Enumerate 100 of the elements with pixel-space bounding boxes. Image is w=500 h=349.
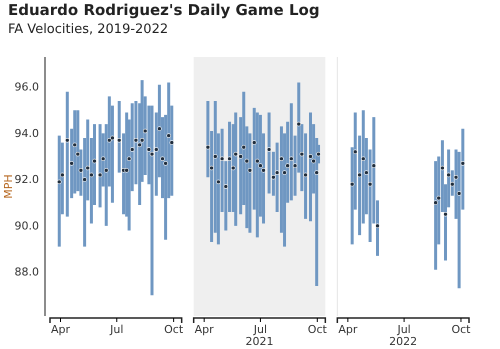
point [76, 152, 80, 156]
point [233, 152, 238, 156]
y-tick-label: 92.0 [14, 173, 39, 186]
x-tick-label: Oct [308, 322, 328, 336]
point [224, 184, 228, 189]
point [140, 138, 144, 142]
x-tick-label: Apr [50, 322, 70, 336]
point [110, 136, 115, 140]
point [100, 156, 106, 161]
point [244, 158, 250, 164]
point [279, 156, 284, 161]
point [206, 144, 210, 150]
point [353, 150, 358, 154]
point [163, 161, 168, 166]
point [89, 172, 94, 178]
x-tick-label: Apr [194, 322, 214, 336]
chart-subtitle: FA Velocities, 2019-2022 [8, 22, 168, 37]
point [292, 163, 298, 168]
point [150, 152, 154, 156]
point [308, 154, 313, 159]
point [209, 166, 214, 170]
point [220, 156, 224, 161]
x-tick-label: Jul [396, 322, 411, 336]
point [248, 168, 252, 173]
point [252, 140, 256, 145]
y-axis-title: MPH [2, 174, 15, 199]
point [289, 156, 294, 161]
x-tick-label: Jul [252, 322, 268, 336]
point [446, 172, 451, 178]
y-tick-label: 88.0 [14, 266, 39, 279]
point [134, 138, 138, 142]
x-tick-label: Jul [109, 322, 124, 336]
x-tick-label: Oct [451, 322, 472, 336]
chart-title: Eduardo Rodriguez's Daily Game Log [8, 1, 320, 19]
point [454, 175, 458, 180]
point [72, 142, 77, 148]
point [213, 154, 218, 159]
point [146, 147, 152, 152]
point [311, 158, 316, 164]
point [372, 163, 376, 168]
point [266, 147, 272, 152]
point [282, 170, 287, 175]
point [460, 161, 466, 166]
point [82, 177, 87, 182]
point [274, 170, 280, 175]
x-axis-title: 2021 [246, 335, 274, 348]
point [230, 166, 236, 170]
y-tick-label: 90.0 [14, 219, 39, 232]
point [303, 172, 308, 178]
point [440, 166, 445, 170]
point [364, 170, 369, 175]
x-tick-label: Oct [164, 322, 184, 336]
point [60, 172, 65, 178]
point [296, 122, 302, 126]
point [216, 180, 221, 184]
point [157, 126, 162, 131]
point [285, 163, 290, 168]
point [85, 166, 90, 170]
point [238, 154, 243, 159]
point [314, 170, 319, 175]
point [69, 161, 74, 166]
point [137, 142, 142, 148]
x-axis-title: 2022 [389, 335, 418, 348]
point [361, 156, 366, 161]
point [443, 212, 448, 216]
point [65, 138, 70, 142]
point [357, 172, 362, 178]
point [258, 163, 263, 168]
point [271, 175, 276, 180]
point [130, 147, 134, 152]
point [375, 224, 380, 228]
point [160, 156, 165, 161]
point [456, 191, 462, 196]
y-tick-label: 96.0 [14, 80, 39, 94]
point [316, 152, 321, 156]
point [116, 138, 122, 142]
point [227, 156, 232, 161]
point [433, 200, 438, 205]
point [170, 140, 174, 145]
point [255, 158, 260, 164]
point [104, 168, 109, 173]
point [166, 133, 171, 138]
point [300, 152, 304, 156]
point [350, 182, 354, 186]
point [124, 168, 129, 173]
point [436, 196, 441, 200]
y-tick-label: 94.0 [14, 126, 39, 140]
point [92, 158, 97, 164]
point [368, 182, 372, 186]
point [107, 138, 112, 142]
point [126, 156, 132, 161]
x-tick-label: Apr [338, 322, 358, 336]
point [450, 182, 455, 186]
point [261, 168, 266, 173]
point [57, 180, 62, 184]
point [154, 147, 159, 152]
point [98, 172, 102, 178]
point [78, 168, 84, 173]
point [142, 128, 148, 134]
point [241, 144, 246, 150]
